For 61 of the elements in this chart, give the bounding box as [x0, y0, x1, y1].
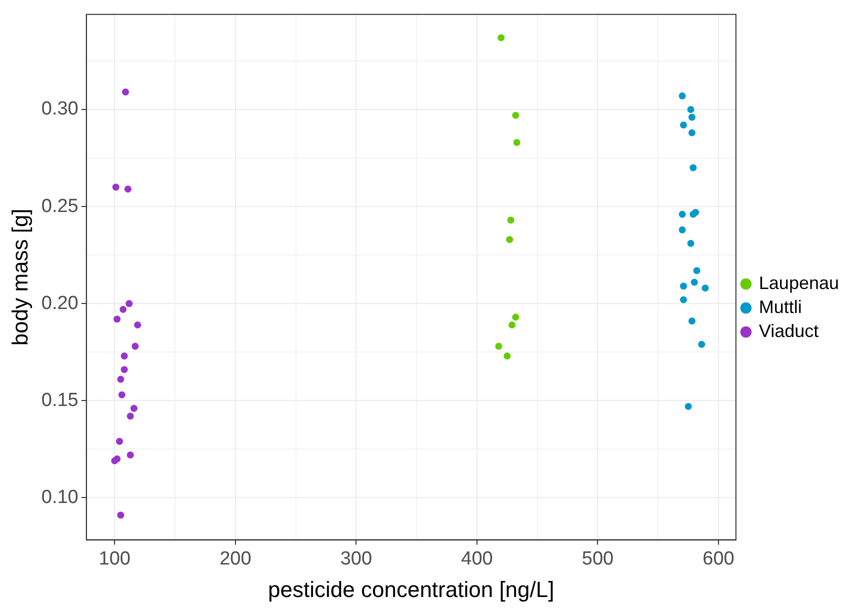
point [120, 352, 128, 360]
point [111, 457, 118, 464]
point [134, 321, 142, 328]
point [112, 184, 120, 191]
legend-label: Viaduct [758, 320, 819, 341]
point [508, 321, 516, 328]
point [687, 240, 694, 247]
y-axis-title: body mass [g] [7, 208, 32, 346]
x-axis-title: pesticide concentration [ng/L] [268, 576, 554, 602]
point [702, 284, 709, 292]
point [506, 236, 514, 244]
point [120, 366, 128, 374]
point [114, 316, 121, 323]
point [678, 92, 686, 100]
point [688, 114, 696, 121]
point [507, 216, 514, 224]
y-tick-label: 0.20 [41, 292, 78, 314]
point [117, 512, 124, 519]
y-tick-label: 0.15 [41, 390, 78, 411]
point [116, 438, 123, 445]
point [118, 391, 126, 398]
point [680, 122, 687, 129]
point [504, 352, 511, 360]
x-tick-label: 100 [98, 548, 130, 570]
x-tick-label: 400 [461, 548, 493, 570]
point [680, 282, 687, 290]
point [126, 412, 134, 420]
point [698, 340, 706, 348]
point [688, 129, 696, 136]
point [693, 267, 700, 274]
point [512, 112, 520, 119]
point [680, 296, 687, 304]
point [124, 186, 132, 193]
point [132, 342, 139, 350]
x-tick-label: 500 [582, 548, 614, 570]
point [126, 451, 134, 458]
point [120, 306, 127, 313]
point [688, 318, 696, 325]
point [684, 402, 692, 410]
x-tick-label: 300 [340, 548, 372, 570]
x-tick-label: 200 [220, 548, 252, 570]
point [513, 139, 520, 146]
point [126, 300, 133, 308]
y-tick-label: 0.10 [41, 486, 78, 508]
point [690, 164, 697, 172]
y-tick-label: 0.30 [41, 98, 78, 120]
point [687, 106, 694, 114]
point [690, 278, 698, 286]
point [692, 208, 700, 216]
point [678, 210, 686, 218]
point [512, 314, 520, 321]
point [678, 226, 686, 234]
point [498, 34, 505, 42]
point [122, 88, 130, 96]
legend-label: Muttli [758, 296, 802, 317]
point [495, 342, 502, 350]
y-tick-label: 0.25 [41, 196, 78, 217]
point [130, 404, 138, 412]
point [117, 376, 124, 383]
x-tick-label: 600 [702, 548, 734, 570]
legend-label: Laupenau [758, 272, 840, 293]
